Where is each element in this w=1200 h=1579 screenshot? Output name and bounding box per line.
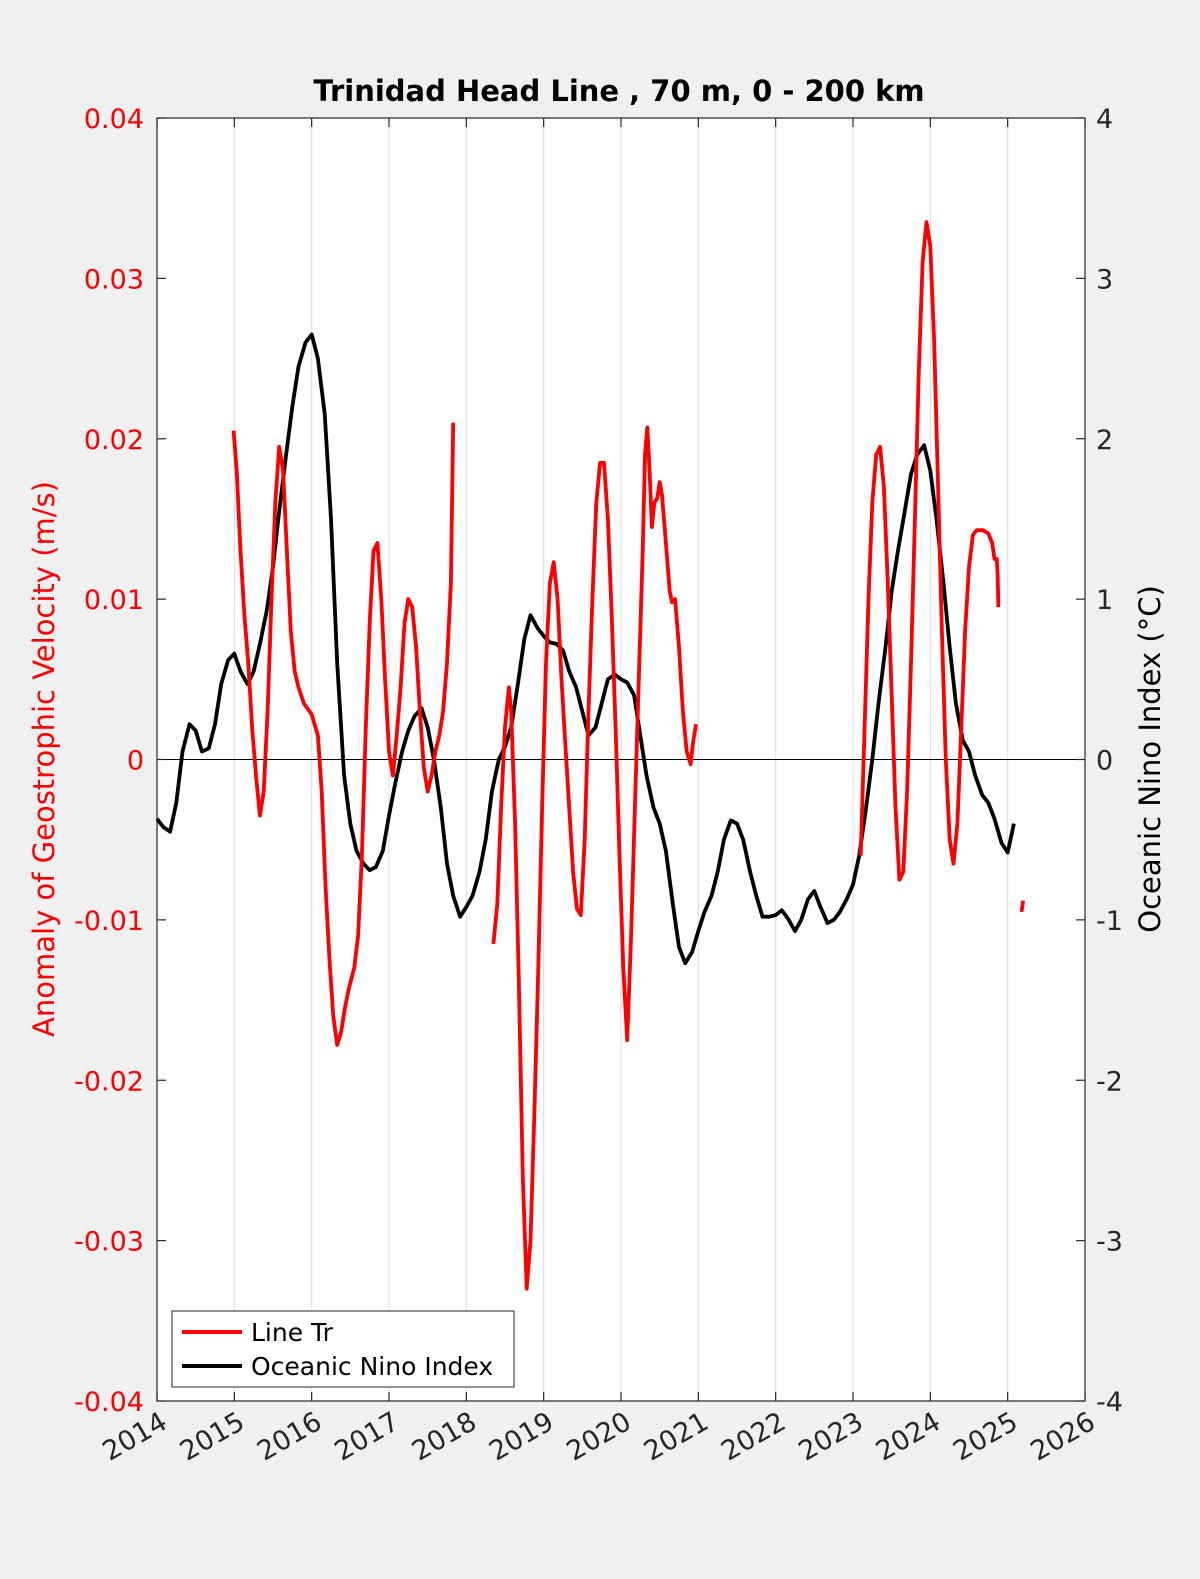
legend-label-oni: Oceanic Nino Index bbox=[251, 1352, 493, 1381]
x-tick-label: 2023 bbox=[793, 1406, 868, 1467]
x-tick-label: 2015 bbox=[175, 1406, 250, 1467]
x-tick-label: 2024 bbox=[871, 1406, 946, 1467]
x-tick-label: 2016 bbox=[252, 1406, 327, 1467]
x-tick-label: 2022 bbox=[716, 1406, 791, 1467]
y-tick-label-left: 0.04 bbox=[84, 104, 144, 135]
y-tick-label-left: 0.01 bbox=[84, 585, 144, 616]
line-tr-segment bbox=[1019, 900, 1025, 913]
y-tick-label-right: 3 bbox=[1096, 264, 1113, 295]
oceanic-nino-index-segment bbox=[155, 332, 1016, 966]
x-tick-label: 2021 bbox=[639, 1406, 714, 1467]
y-tick-label-right: 0 bbox=[1096, 746, 1113, 777]
y-tick-label-right: -2 bbox=[1096, 1066, 1123, 1097]
y-tick-label-left: -0.01 bbox=[74, 906, 144, 937]
y-tick-label-right: -4 bbox=[1096, 1387, 1123, 1418]
y-tick-label-left: 0.02 bbox=[84, 425, 144, 456]
chart-title: Trinidad Head Line , 70 m, 0 - 200 km bbox=[313, 74, 924, 108]
y-tick-label-right: 2 bbox=[1096, 425, 1113, 456]
x-tick-label: 2019 bbox=[484, 1406, 559, 1467]
series-layer bbox=[155, 220, 1025, 1291]
line-tr-segment bbox=[491, 425, 698, 1291]
x-tick-label: 2025 bbox=[948, 1406, 1023, 1467]
y-tick-label-left: 0.03 bbox=[84, 264, 144, 295]
line-tr-segment bbox=[231, 422, 456, 1047]
y-tick-label-left: 0 bbox=[127, 746, 144, 777]
y-axis-label-right: Oceanic Nino Index (°C) bbox=[1133, 585, 1167, 933]
legend-label-line-tr: Line Tr bbox=[251, 1318, 334, 1347]
y-tick-label-right: -1 bbox=[1096, 906, 1123, 937]
y-tick-label-right: 4 bbox=[1096, 104, 1113, 135]
y-tick-label-left: -0.04 bbox=[74, 1387, 144, 1418]
y-tick-label-right: 1 bbox=[1096, 585, 1113, 616]
line-tr-segment bbox=[858, 220, 1001, 882]
y-tick-label-right: -3 bbox=[1096, 1227, 1123, 1258]
legend: Line Tr Oceanic Nino Index bbox=[171, 1310, 515, 1388]
y-axis-label-left: Anomaly of Geostrophic Velocity (m/s) bbox=[27, 481, 61, 1037]
x-tick-label: 2026 bbox=[1025, 1406, 1100, 1467]
x-tick-label: 2018 bbox=[407, 1406, 482, 1467]
y-tick-label-left: -0.02 bbox=[74, 1066, 144, 1097]
y-tick-label-left: -0.03 bbox=[74, 1227, 144, 1258]
legend-box bbox=[171, 1310, 515, 1388]
x-tick-label: 2017 bbox=[329, 1406, 404, 1467]
x-tick-label: 2020 bbox=[561, 1406, 636, 1467]
